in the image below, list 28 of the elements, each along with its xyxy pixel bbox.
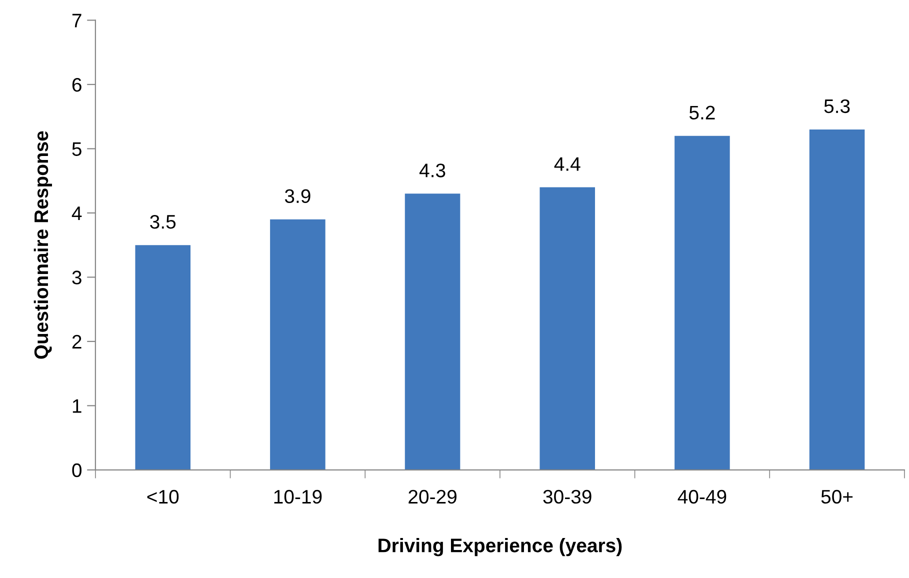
y-tick-label: 1 [72,399,82,413]
bar [404,194,460,470]
bar [809,129,865,470]
y-tick-label: 2 [72,334,82,348]
bar [135,245,191,470]
x-tick-label: 30-39 [543,490,592,504]
bar [540,187,596,470]
y-tick-label: 3 [72,270,82,284]
y-axis-title: Questionnaire Response [34,131,52,359]
x-axis-title: Driving Experience (years) [378,538,622,556]
y-tick-label: 5 [72,142,82,156]
bar [270,219,326,470]
y-tick-label: 0 [72,463,82,478]
data-label: 5.3 [824,99,850,114]
y-tick-label: 4 [72,206,82,220]
x-tick-label: 50+ [821,490,853,504]
x-tick-label: 20-29 [408,490,456,504]
x-tick-label: 10-19 [274,490,322,504]
data-label: 3.9 [284,189,310,204]
data-label: 4.3 [419,164,446,178]
data-label: 3.5 [150,214,176,229]
data-label: 4.4 [554,157,580,171]
bar [674,136,730,470]
data-label: 5.2 [689,106,715,120]
y-tick-label: 6 [72,78,82,92]
x-tick-label: <10 [147,490,179,504]
x-tick-label: 40-49 [678,490,726,504]
y-tick-label: 7 [72,14,82,28]
